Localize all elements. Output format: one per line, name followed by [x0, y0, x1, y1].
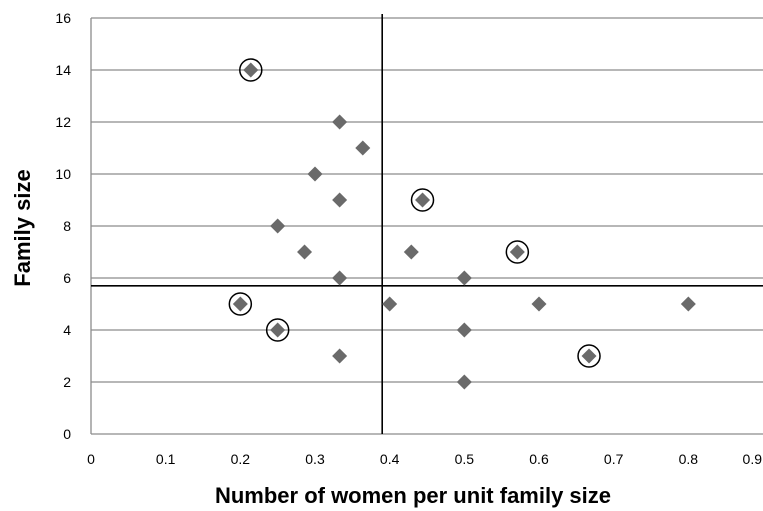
circled-data-point	[270, 322, 286, 338]
point-highlight-ring	[577, 344, 601, 368]
x-tick-label: 0.4	[380, 451, 400, 467]
point-highlight-ring	[239, 58, 263, 82]
data-point	[531, 296, 547, 312]
x-tick-label: 0.5	[455, 451, 475, 467]
x-tick-label: 0.2	[231, 451, 251, 467]
tick-labels: 0 2 4 6 8 10 12 14 16 0 0.1 0.2 0.3 0.4 0.5 0.6 0.7 0.8 0.…	[55, 10, 762, 467]
point-highlight-ring	[505, 240, 530, 264]
data-point	[382, 296, 398, 312]
data-point	[332, 348, 348, 364]
y-tick-label: 10	[55, 166, 71, 182]
y-tick-label: 4	[63, 322, 71, 338]
data-point	[332, 192, 348, 208]
data-point	[270, 218, 286, 234]
data-points	[228, 58, 696, 390]
reference-lines	[91, 14, 763, 434]
y-tick-label: 8	[63, 218, 71, 234]
data-point	[456, 322, 472, 338]
data-point	[456, 374, 472, 390]
x-tick-label: 0	[87, 451, 95, 467]
circled-data-point	[232, 296, 248, 312]
y-tick-label: 2	[63, 374, 71, 390]
x-tick-label: 0.1	[156, 451, 176, 467]
data-point	[332, 270, 348, 286]
data-point	[680, 296, 696, 312]
data-point	[307, 166, 323, 182]
y-tick-label: 14	[55, 62, 71, 78]
y-tick-label: 0	[63, 426, 71, 442]
x-tick-label: 0.7	[604, 451, 624, 467]
point-highlight-ring	[228, 292, 253, 316]
circled-data-point	[243, 62, 259, 78]
x-axis-title: Number of women per unit family size	[215, 483, 611, 508]
y-tick-label: 6	[63, 270, 71, 286]
y-tick-label: 16	[55, 10, 71, 26]
axes	[90, 18, 763, 435]
data-point	[355, 140, 371, 156]
data-point	[403, 244, 419, 260]
data-point	[332, 114, 348, 130]
point-highlight-ring	[410, 188, 435, 212]
gridlines	[91, 17, 763, 383]
data-point	[297, 244, 313, 260]
y-axis-title: Family size	[10, 169, 35, 286]
circled-data-point	[581, 348, 597, 364]
x-tick-label: 0.9	[743, 451, 763, 467]
y-tick-label: 12	[55, 114, 71, 130]
x-tick-label: 0.6	[529, 451, 549, 467]
data-point	[456, 270, 472, 286]
point-highlight-ring	[265, 318, 290, 342]
x-tick-label: 0.3	[305, 451, 325, 467]
circled-data-point	[415, 192, 431, 208]
x-tick-label: 0.8	[679, 451, 699, 467]
circled-data-point	[509, 244, 525, 260]
